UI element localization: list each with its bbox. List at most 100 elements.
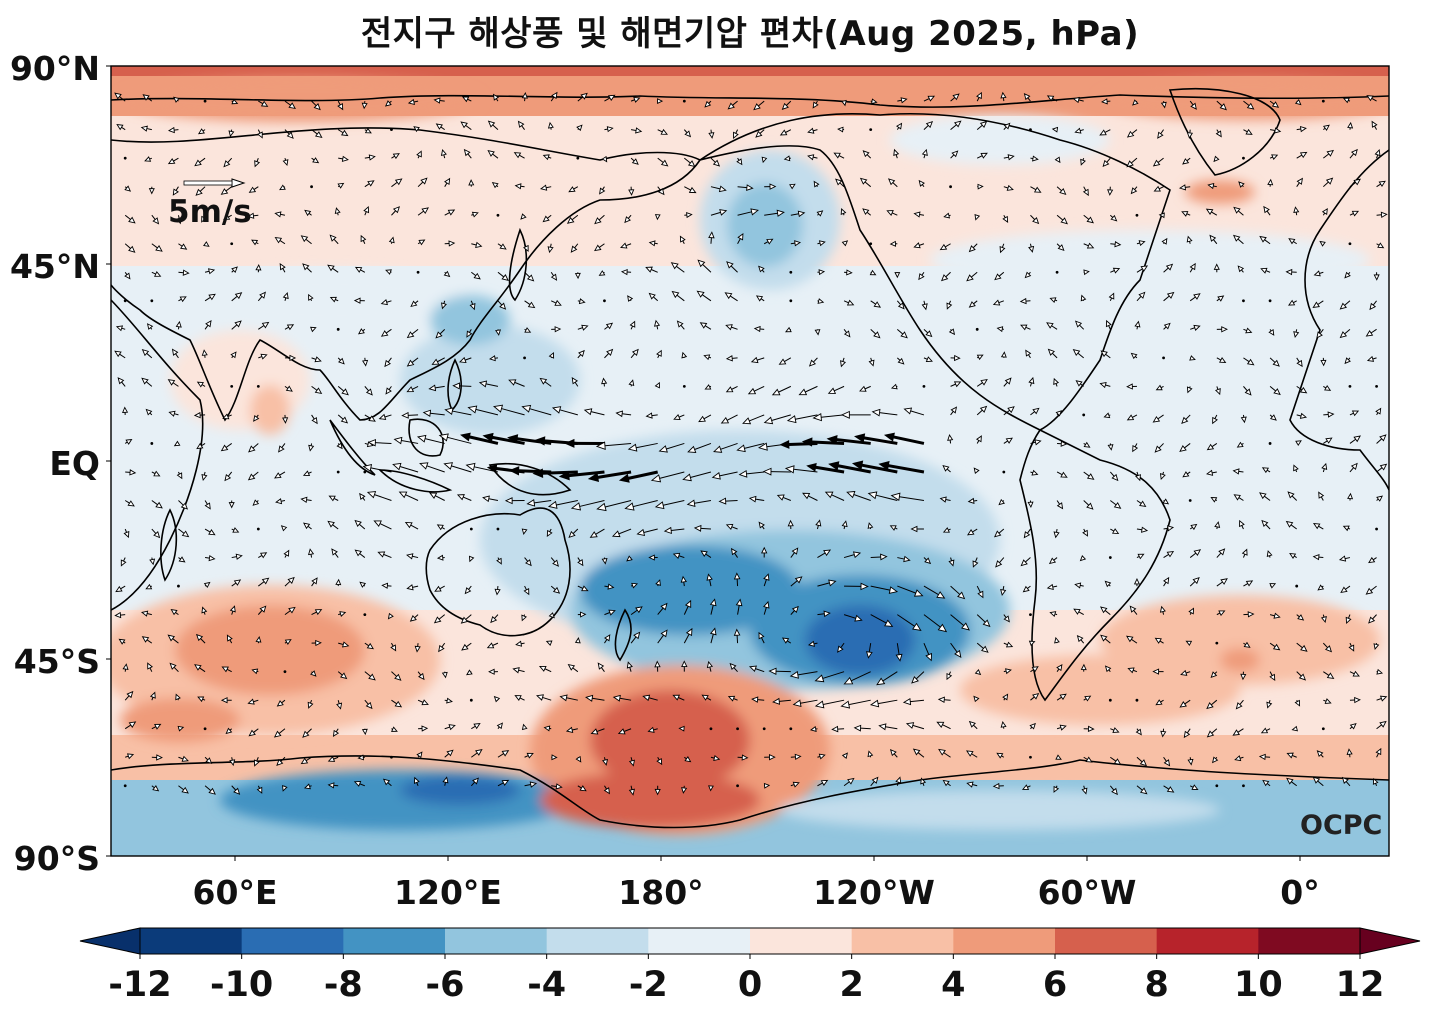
wind-vector-shaft <box>416 782 419 786</box>
wind-vector-head <box>1046 95 1055 102</box>
wind-vector-head <box>992 299 1001 306</box>
wind-vector-shaft <box>706 697 712 701</box>
wind-vector-head <box>698 415 706 423</box>
wind-vector <box>223 157 233 168</box>
wind-vector <box>870 300 882 308</box>
wind-vector-shaft <box>334 553 339 558</box>
wind-vector <box>1296 642 1308 652</box>
wind-vector <box>1187 757 1194 766</box>
wind-vector-head <box>1352 670 1360 677</box>
wind-vector <box>284 606 296 616</box>
wind-vector-head <box>1028 245 1035 253</box>
wind-vector <box>550 557 559 567</box>
wind-vector-head <box>335 578 342 586</box>
wind-vector-head <box>149 691 156 699</box>
wind-vector-head <box>1186 386 1193 394</box>
wind-vector-head <box>1086 502 1094 510</box>
wind-vector <box>1101 98 1111 105</box>
wind-vector-head <box>167 126 175 134</box>
wind-vector-shaft <box>551 785 557 787</box>
wind-vector <box>817 779 829 787</box>
wind-vector-head <box>918 179 925 187</box>
wind-vector-head <box>1376 495 1384 502</box>
wind-vector <box>893 148 900 159</box>
wind-vector <box>1135 728 1142 736</box>
wind-vector <box>1339 300 1351 310</box>
wind-vector-shaft <box>311 414 315 420</box>
wind-vector-head <box>889 749 897 757</box>
wind-vector-shaft <box>1296 154 1303 159</box>
wind-vector-head <box>1060 440 1068 447</box>
wind-vector-head <box>708 785 714 792</box>
wind-vector-shaft <box>1083 471 1090 477</box>
wind-vector-head <box>1379 695 1388 702</box>
wind-vector-head <box>564 438 575 448</box>
wind-vector-head <box>781 637 790 644</box>
wind-vector <box>1318 491 1325 501</box>
wind-vector-head <box>525 559 532 567</box>
patch <box>540 772 760 828</box>
wind-vector-shaft <box>435 385 445 389</box>
wind-vector <box>1130 352 1138 360</box>
wind-vector-shaft <box>683 129 688 134</box>
wind-vector <box>596 500 632 512</box>
wind-vector <box>247 212 259 219</box>
wind-vector-head <box>789 183 796 190</box>
wind-vector-shaft <box>870 614 887 624</box>
wind-vector-shaft <box>709 666 712 672</box>
wind-vector <box>151 270 162 277</box>
wind-vector-head <box>261 577 270 585</box>
colorbar-tick-label: 0 <box>738 965 762 1005</box>
wind-vector <box>524 781 538 788</box>
lon-label-180: 180° <box>618 873 703 912</box>
wind-vector <box>870 585 899 594</box>
wind-vector-shaft <box>199 157 206 163</box>
wind-vector <box>1238 181 1245 188</box>
wind-vector-shaft <box>1109 471 1115 477</box>
wind-vector <box>1003 406 1015 416</box>
wind-vector <box>257 129 263 139</box>
wind-vector-head <box>942 779 950 787</box>
wind-vector <box>1181 211 1191 217</box>
wind-vector <box>840 410 871 419</box>
wind-vector <box>681 351 688 359</box>
wind-vector-shaft <box>998 300 1004 304</box>
wind-vector-shaft <box>1296 614 1300 618</box>
wind-vector-shaft <box>1027 97 1031 102</box>
wind-vector <box>755 129 765 138</box>
wind-vector-head <box>854 614 863 622</box>
wind-vector <box>231 98 239 105</box>
wind-vector-shaft <box>1083 528 1086 532</box>
wind-vector-head <box>539 377 548 385</box>
wind-vector-shaft <box>1109 785 1115 791</box>
wind-vector-head <box>1165 263 1174 271</box>
wind-vector <box>876 671 898 686</box>
wind-vector <box>279 262 286 273</box>
wind-vector-head <box>1160 730 1167 738</box>
wind-vector-shaft <box>896 328 904 335</box>
wind-vector-head <box>1293 464 1299 472</box>
wind-vector <box>194 157 206 167</box>
wind-vector-shaft <box>452 410 472 416</box>
wind-vector <box>1269 671 1276 682</box>
wind-vector-head <box>840 700 851 709</box>
wind-vector-shaft <box>1266 469 1271 473</box>
colorbar-segment <box>851 928 954 954</box>
wind-vector-shaft <box>333 497 339 501</box>
wind-vector-shaft <box>1322 614 1325 618</box>
wind-vector-shaft <box>231 295 238 302</box>
wind-vector <box>601 557 608 565</box>
wind-vector <box>482 495 499 503</box>
wind-vector-head <box>421 725 429 732</box>
wind-vector-head <box>233 579 242 586</box>
wind-vector-head <box>421 207 429 215</box>
wind-vector <box>338 155 349 162</box>
wind-vector <box>1342 525 1351 532</box>
wind-vector-shaft <box>175 353 179 359</box>
wind-vector-head <box>911 676 919 684</box>
wind-vector-shaft <box>731 526 738 530</box>
wind-vector-shaft <box>370 467 392 473</box>
wind-vector-shaft <box>604 442 632 447</box>
wind-vector-shaft <box>732 100 738 106</box>
wind-vector-head <box>140 125 148 132</box>
